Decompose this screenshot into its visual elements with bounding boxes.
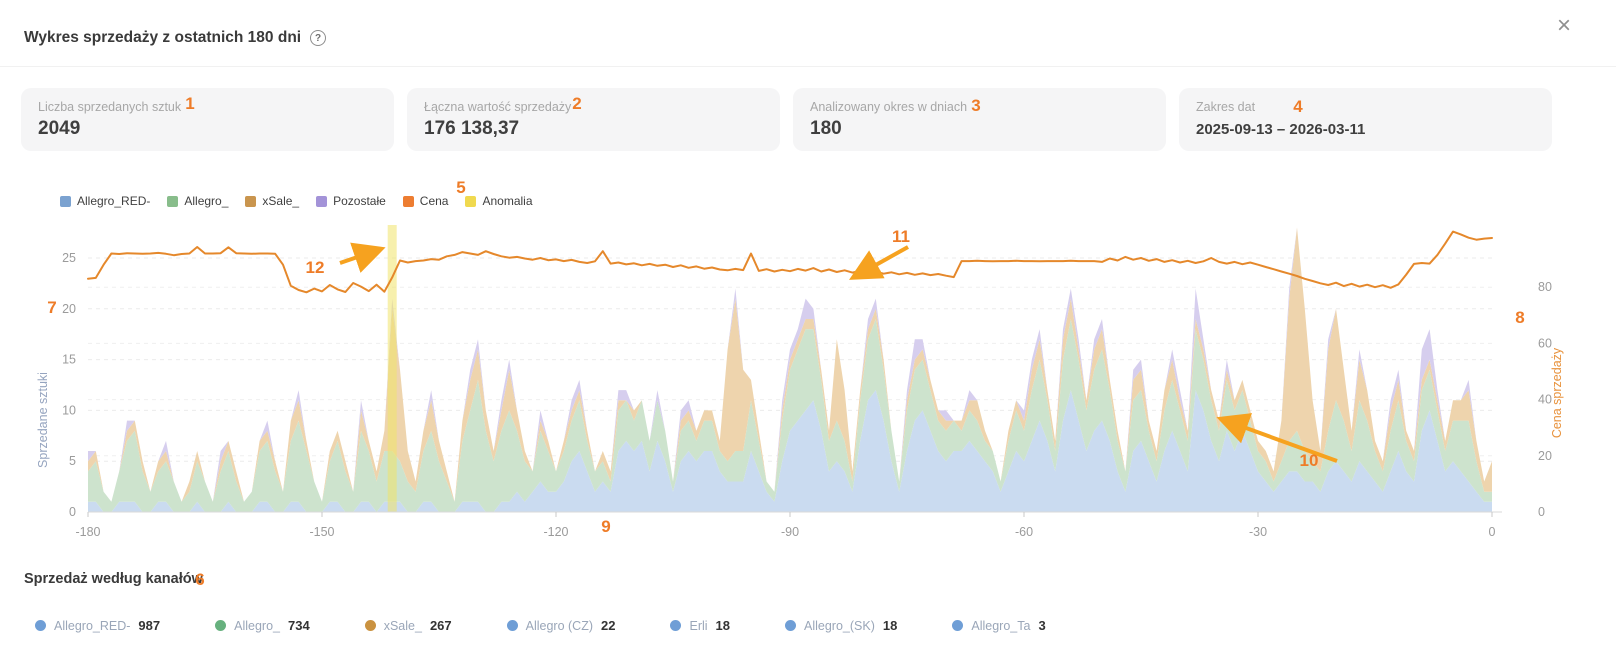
header-divider xyxy=(0,66,1616,67)
card-value: 2025-09-13 – 2026-03-11 xyxy=(1196,121,1366,138)
page-title-text: Wykres sprzedaży z ostatnich 180 dni xyxy=(24,29,302,46)
card-value: 176 138,37 xyxy=(424,118,520,139)
page-title: Wykres sprzedaży z ostatnich 180 dni ? xyxy=(24,29,327,47)
channel-name: Allegro_(SK) xyxy=(804,618,875,633)
channel-item-Allegro_: Allegro_ 734 xyxy=(215,618,310,633)
channel-item-Allegro_(SK): Allegro_(SK) 18 xyxy=(785,618,897,633)
channel-list: Allegro_RED- 987 Allegro_ 734 xSale_ 267 Alleg… xyxy=(35,618,1046,633)
y-left-tick-label: 20 xyxy=(62,302,76,316)
channel-value: 987 xyxy=(138,618,161,633)
y-left-tick-label: 10 xyxy=(62,403,76,417)
channel-item-Allegro_Ta: Allegro_Ta 3 xyxy=(952,618,1046,633)
x-tick-label: -90 xyxy=(781,525,799,539)
legend-label: Cena xyxy=(419,194,449,208)
left-axis-title: Sprzedane sztuki xyxy=(36,372,50,468)
x-tick-label: -30 xyxy=(1249,525,1267,539)
card-total-sales-value: Łączna wartość sprzedaży 176 138,37 xyxy=(407,88,780,151)
legend-swatch xyxy=(402,195,414,207)
legend-swatch xyxy=(60,195,71,207)
channel-dot xyxy=(215,620,227,631)
card-date-range: Zakres dat 2025-09-13 – 2026-03-11 xyxy=(1179,88,1552,151)
card-value: 2049 xyxy=(38,118,81,139)
channel-name: Allegro (CZ) xyxy=(525,618,594,633)
chart-legend: Allegro_RED- Allegro_ xSale_ Pozostałe Cena A… xyxy=(60,194,533,208)
channel-item-Erli: Erli 18 xyxy=(670,618,730,633)
x-tick-label: -150 xyxy=(309,525,334,539)
price-line xyxy=(87,230,1493,294)
x-tick-label: -60 xyxy=(1015,525,1033,539)
card-period-days: Analizowany okres w dniach 180 xyxy=(793,88,1166,151)
area-band-Allegro_RED- xyxy=(88,390,1492,512)
y-right-tick-label: 40 xyxy=(1538,393,1552,407)
y-left-tick-label: 15 xyxy=(62,353,76,367)
card-label: Zakres dat xyxy=(1196,100,1256,114)
right-axis-title: Cena sprzedaży xyxy=(1550,347,1564,438)
y-right-tick-label: 20 xyxy=(1538,449,1552,463)
legend-item-Cena[interactable]: Cena xyxy=(402,194,449,208)
channel-value: 267 xyxy=(429,618,452,633)
channel-dot xyxy=(364,620,376,631)
channels-heading: Sprzedaż według kanałów xyxy=(24,571,203,587)
legend-label: Allegro_RED- xyxy=(77,194,151,208)
legend-label: xSale_ xyxy=(262,194,300,208)
channel-dot xyxy=(785,620,797,631)
channel-name: Allegro_Ta xyxy=(971,618,1031,633)
card-label: Analizowany okres w dniach xyxy=(810,100,968,114)
channel-item-Allegro (CZ): Allegro (CZ) 22 xyxy=(506,618,616,633)
legend-label: Anomalia xyxy=(482,194,533,208)
annotation-arrow xyxy=(849,245,909,280)
legend-swatch xyxy=(245,195,257,207)
legend-item-Pozostałe[interactable]: Pozostałe xyxy=(316,194,386,208)
channel-value: 3 xyxy=(1038,618,1046,633)
legend-item-Allegro_[interactable]: Allegro_ xyxy=(167,194,228,208)
y-right-tick-label: 0 xyxy=(1538,505,1545,519)
channel-value: 18 xyxy=(882,618,898,633)
y-right-tick-label: 60 xyxy=(1538,336,1552,350)
x-tick-label: 0 xyxy=(1489,525,1496,539)
channel-name: Erli xyxy=(689,618,708,633)
card-label: Łączna wartość sprzedaży xyxy=(424,100,572,114)
x-tick-label: -180 xyxy=(75,525,100,539)
annotation-arrow xyxy=(339,242,386,273)
y-right-tick-label: 80 xyxy=(1538,280,1552,294)
channel-item-xSale_: xSale_ 267 xyxy=(364,618,452,633)
y-left-tick-label: 25 xyxy=(62,251,76,265)
y-left-tick-label: 5 xyxy=(69,454,76,468)
close-icon[interactable]: × xyxy=(1553,10,1575,42)
y-left-tick-label: 0 xyxy=(69,505,76,519)
x-tick-label: -120 xyxy=(543,525,568,539)
help-icon[interactable]: ? xyxy=(310,30,327,46)
area-band-xSale_ xyxy=(88,227,1492,502)
legend-item-Allegro_RED-[interactable]: Allegro_RED- xyxy=(60,194,150,208)
legend-item-xSale_[interactable]: xSale_ xyxy=(245,194,299,208)
annotation-arrow xyxy=(1216,413,1338,463)
legend-item-Anomalia[interactable]: Anomalia xyxy=(465,194,533,208)
channel-value: 734 xyxy=(288,618,310,633)
channel-value: 22 xyxy=(601,618,616,633)
channel-value: 18 xyxy=(715,618,731,633)
legend-swatch xyxy=(465,195,477,207)
channel-dot xyxy=(670,620,682,631)
channel-name: xSale_ xyxy=(383,618,422,633)
stat-cards: Liczba sprzedanych sztuk 2049 Łączna war… xyxy=(21,88,1552,151)
channel-name: Allegro_ xyxy=(234,618,280,633)
anomaly-band xyxy=(387,225,397,512)
area-band-Allegro_ xyxy=(88,319,1492,512)
channel-dot xyxy=(506,620,518,631)
card-value: 180 xyxy=(810,118,842,139)
legend-swatch xyxy=(167,195,179,207)
legend-swatch xyxy=(316,195,328,207)
card-label: Liczba sprzedanych sztuk xyxy=(38,100,182,114)
legend-label: Allegro_ xyxy=(184,194,229,208)
channel-name: Allegro_RED- xyxy=(54,618,131,633)
card-units-sold: Liczba sprzedanych sztuk 2049 xyxy=(21,88,394,151)
channel-item-Allegro_RED-: Allegro_RED- 987 xyxy=(35,618,160,633)
legend-label: Pozostałe xyxy=(333,194,386,208)
channel-dot xyxy=(952,620,964,631)
channel-dot xyxy=(35,620,46,631)
